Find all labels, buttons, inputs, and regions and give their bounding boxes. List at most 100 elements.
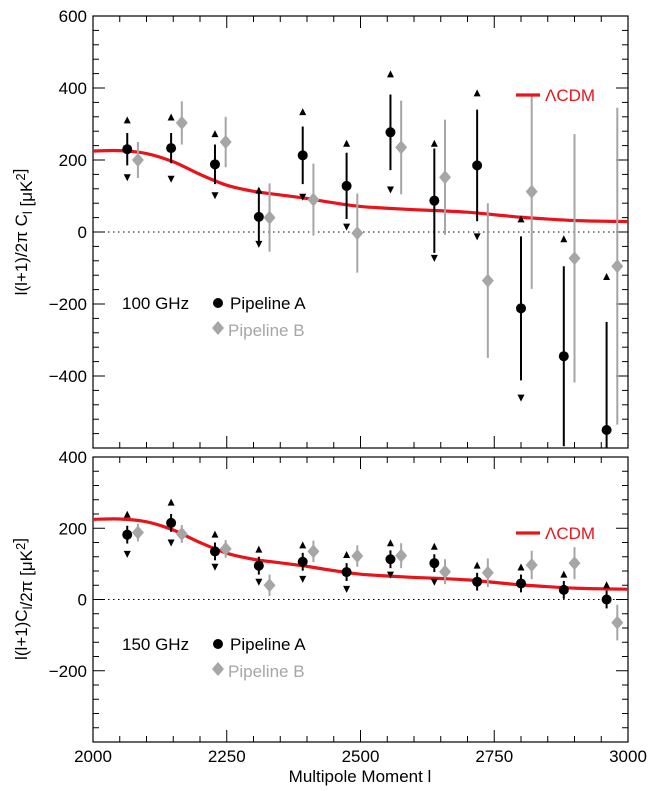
pipeline-b-point	[525, 184, 538, 199]
legend-pipeline-a-marker	[213, 298, 223, 308]
pipeline-a-lower-limit	[343, 223, 351, 231]
pipeline-a-upper-limit	[386, 70, 394, 78]
pipeline-a-upper-limit	[560, 235, 568, 243]
pipeline-a-lower-limit	[123, 174, 131, 182]
pipeline-a-point	[166, 143, 177, 154]
pipeline-a-point	[516, 578, 526, 589]
pipeline-a-lower-limit	[299, 193, 307, 201]
y-tick-label: −400	[49, 367, 87, 386]
pipeline-a-point	[429, 558, 440, 569]
pipeline-a-upper-limit	[255, 186, 263, 194]
pipeline-a-point	[472, 160, 483, 171]
y-tick-label: 0	[78, 591, 87, 610]
y-tick-label: 200	[59, 151, 87, 170]
pipeline-b-point	[611, 615, 624, 630]
pipeline-a-upper-limit	[123, 116, 131, 124]
pipeline-a-upper-limit	[343, 139, 351, 147]
panel-150ghz: −200 0 200 400 l(l+1)Cl/2π [μK2] 150 GHz Pip…	[10, 448, 629, 743]
pipeline-b-point	[481, 273, 494, 288]
pipeline-a-lower-limit	[255, 578, 263, 586]
pipeline-b-point	[351, 226, 364, 241]
y-tick-label: 0	[78, 223, 87, 242]
pipeline-b-point	[219, 135, 232, 149]
legend-pipeline-a-marker	[213, 639, 223, 649]
x-tick-label: 3000	[609, 747, 647, 766]
pipeline-a-lower-limit	[473, 233, 481, 241]
pipeline-a-point	[472, 576, 483, 587]
y-tick-label: 200	[59, 519, 87, 538]
panel-100ghz: −400 −200 0 200 400 600 l(l+1)/2π Cl [μK2] 10…	[10, 7, 629, 449]
pipeline-a-upper-limit	[211, 530, 219, 538]
x-axis-title: Multipole Moment l	[289, 767, 432, 786]
pipeline-a-upper-limit	[430, 542, 438, 550]
pipeline-b-point	[307, 544, 320, 559]
pipeline-b-point	[439, 564, 452, 579]
pipeline-a-upper-limit	[299, 541, 307, 549]
legend-pipeline-b-label: Pipeline B	[228, 321, 305, 340]
legend-pipeline-b-marker	[212, 321, 224, 335]
pipeline-b-point	[263, 210, 276, 225]
lcdm-theory-curve	[92, 148, 629, 224]
pipeline-b-point	[175, 526, 188, 541]
pipeline-a-lower-limit	[123, 550, 131, 558]
y-tick-label: −200	[49, 295, 87, 314]
pipeline-a-point	[253, 211, 264, 222]
pipeline-b-point	[131, 153, 144, 167]
y-axis-title-top: l(l+1)/2π Cl [μK2]	[10, 169, 36, 296]
pipeline-a-point	[166, 517, 177, 528]
pipeline-b-point	[395, 548, 408, 563]
pipeline-a-upper-limit	[430, 139, 438, 147]
frequency-label: 100 GHz	[122, 294, 189, 313]
pipeline-a-upper-limit	[473, 561, 481, 569]
pipeline-a-upper-limit	[603, 581, 611, 589]
pipeline-a-lower-limit	[430, 578, 438, 586]
pipeline-b-point	[568, 251, 581, 266]
x-tick-label: 2250	[208, 747, 246, 766]
pipeline-a-upper-limit	[517, 215, 525, 223]
pipeline-a-point	[122, 144, 133, 155]
x-tick-label: 2750	[475, 747, 513, 766]
pipeline-a-point	[341, 567, 352, 578]
y-tick-label: −200	[49, 662, 87, 681]
pipeline-a-point	[341, 180, 352, 191]
pipeline-b-point	[611, 259, 624, 274]
pipeline-a-upper-limit	[603, 273, 611, 280]
pipeline-a-lower-limit	[386, 571, 394, 579]
pipeline-a-point	[516, 303, 526, 314]
pipeline-a-upper-limit	[123, 510, 131, 518]
pipeline-a-upper-limit	[386, 539, 394, 547]
pipeline-a-point	[601, 594, 612, 605]
pipeline-b-point	[568, 556, 581, 571]
pipeline-a-lower-limit	[343, 585, 351, 593]
pipeline-a-lower-limit	[167, 539, 175, 547]
pipeline-a-upper-limit	[211, 130, 219, 138]
pipeline-b-point	[263, 578, 276, 593]
pipeline-a-point	[558, 584, 569, 595]
pipeline-a-point	[385, 554, 396, 565]
pipeline-a-lower-limit	[430, 254, 438, 262]
pipeline-b-point	[219, 541, 232, 556]
y-tick-label: 400	[59, 448, 87, 467]
pipeline-b-point	[175, 115, 188, 130]
legend-lcdm-label: ΛCDM	[545, 86, 595, 105]
pipeline-a-point	[429, 195, 440, 206]
pipeline-b-point	[307, 192, 320, 207]
pipeline-a-lower-limit	[211, 563, 219, 571]
legend-pipeline-b-label: Pipeline B	[228, 662, 305, 681]
pipeline-a-point	[601, 425, 612, 435]
legend-lcdm-label: ΛCDM	[545, 524, 595, 543]
pipeline-a-lower-limit	[255, 240, 263, 248]
legend-top: 100 GHz Pipeline A Pipeline B ΛCDM	[122, 86, 595, 340]
legend-pipeline-a-label: Pipeline A	[230, 635, 306, 654]
y-axis-title-bottom: l(l+1)Cl/2π [μK2]	[10, 538, 36, 660]
pipeline-b-point	[395, 140, 408, 155]
legend-pipeline-b-marker	[212, 662, 224, 676]
pipeline-a-lower-limit	[299, 575, 307, 583]
pipeline-a-upper-limit	[560, 570, 568, 578]
pipeline-a-point	[558, 351, 569, 362]
pipeline-a-lower-limit	[386, 186, 394, 194]
pipeline-a-lower-limit	[517, 394, 525, 402]
pipeline-a-point	[385, 127, 396, 138]
pipeline-a-lower-limit	[211, 192, 219, 200]
